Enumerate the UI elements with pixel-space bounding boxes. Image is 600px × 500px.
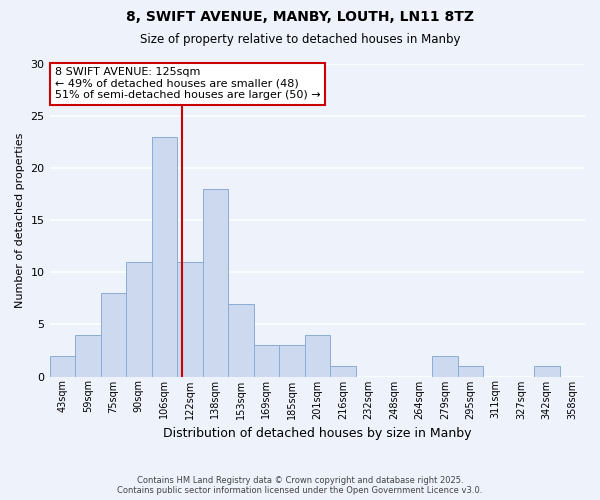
Text: Contains HM Land Registry data © Crown copyright and database right 2025.
Contai: Contains HM Land Registry data © Crown c…	[118, 476, 482, 495]
Text: 8, SWIFT AVENUE, MANBY, LOUTH, LN11 8TZ: 8, SWIFT AVENUE, MANBY, LOUTH, LN11 8TZ	[126, 10, 474, 24]
X-axis label: Distribution of detached houses by size in Manby: Distribution of detached houses by size …	[163, 427, 472, 440]
Bar	[126, 262, 152, 376]
Bar	[228, 304, 254, 376]
Bar	[254, 346, 279, 376]
Bar	[534, 366, 560, 376]
Bar	[101, 293, 126, 376]
Bar	[177, 262, 203, 376]
Bar	[458, 366, 483, 376]
Bar	[279, 346, 305, 376]
Bar	[432, 356, 458, 376]
Y-axis label: Number of detached properties: Number of detached properties	[15, 132, 25, 308]
Bar	[330, 366, 356, 376]
Bar	[203, 189, 228, 376]
Bar	[50, 356, 75, 376]
Text: 8 SWIFT AVENUE: 125sqm
← 49% of detached houses are smaller (48)
51% of semi-det: 8 SWIFT AVENUE: 125sqm ← 49% of detached…	[55, 67, 320, 100]
Bar	[75, 335, 101, 376]
Bar	[305, 335, 330, 376]
Text: Size of property relative to detached houses in Manby: Size of property relative to detached ho…	[140, 32, 460, 46]
Bar	[152, 137, 177, 376]
